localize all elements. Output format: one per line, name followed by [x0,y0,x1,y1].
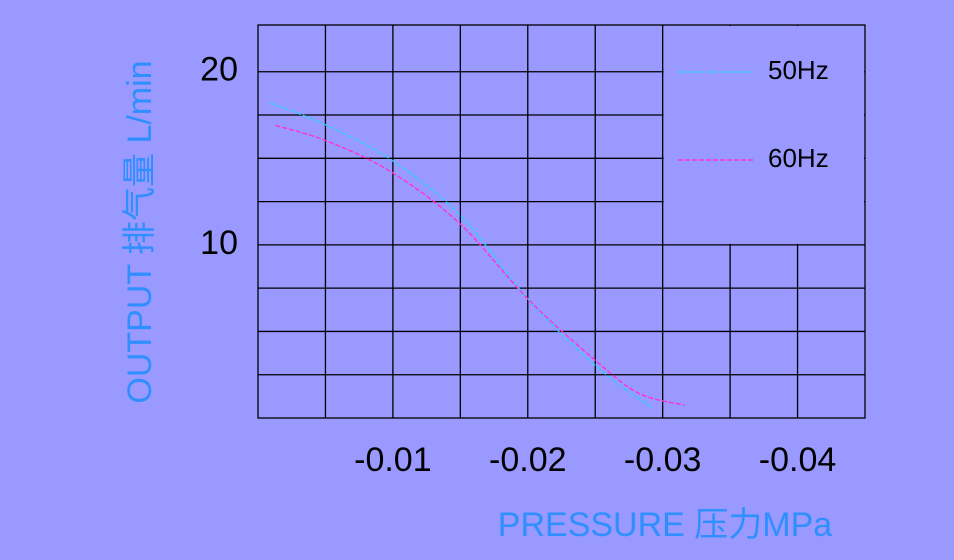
y-tick-label: 20 [200,51,238,89]
y-axis-label: OUTPUT 排气量 L/min [121,60,159,403]
x-tick-label: -0.03 [624,441,702,479]
x-axis-label: PRESSURE 压力MPa [498,506,832,544]
legend-box [663,26,864,244]
y-tick-label: 10 [200,224,238,262]
x-tick-label: -0.02 [489,441,567,479]
legend-label: 60Hz [768,143,829,173]
series-line [269,102,653,409]
legend-label: 50Hz [768,55,829,85]
x-tick-label: -0.04 [759,441,837,479]
plot-frame [257,24,866,419]
x-tick-label: -0.01 [354,441,432,479]
series-line [275,124,685,406]
